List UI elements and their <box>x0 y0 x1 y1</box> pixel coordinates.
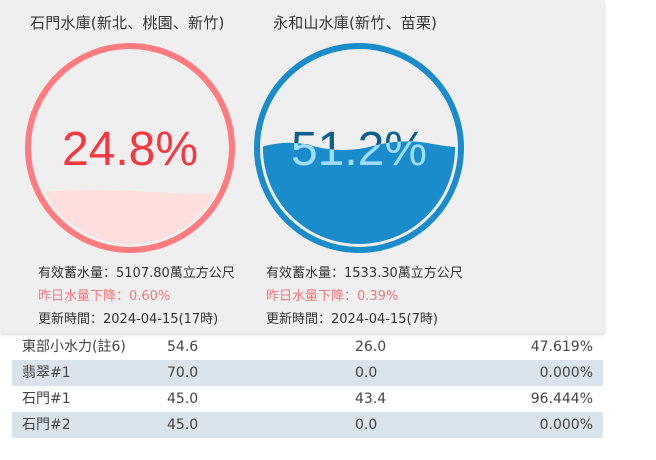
cell-name: 石門#2 <box>22 417 71 433</box>
cell-ratio: 0.000% <box>539 417 593 433</box>
cell-capacity: 45.0 <box>167 391 199 407</box>
table-row: 東部小水力(註6) 54.6 26.0 47.619% <box>12 334 603 360</box>
percent-text: 24.8% <box>62 123 198 176</box>
cell-ratio: 47.619% <box>530 339 593 355</box>
gauge-shimen: 24.8% <box>24 42 236 254</box>
reservoir-title-yonghe: 永和山水庫(新竹、苗栗) <box>273 14 438 32</box>
cell-output: 0.0 <box>355 365 378 381</box>
storage-text: 有效蓄水量：5107.80萬立方公尺 <box>38 266 235 281</box>
reservoir-panel: 石門水庫(新北、桃園、新竹) 24.8% 有效蓄水量：5107.80萬立方公尺 … <box>0 0 605 333</box>
gauge-ring <box>25 43 235 253</box>
info-shimen: 有效蓄水量：5107.80萬立方公尺 昨日水量下降：0.60% 更新時間：202… <box>38 262 235 331</box>
cell-output: 0.0 <box>355 417 378 433</box>
power-table: 東部小水力(註6) 54.6 26.0 47.619% 翡翠#1 70.0 0.… <box>12 334 603 450</box>
cell-capacity: 54.6 <box>167 339 199 355</box>
table-row: 石門#1 45.0 43.4 96.444% <box>12 386 603 412</box>
cell-output: 43.4 <box>355 391 387 407</box>
cell-name: 翡翠#1 <box>22 365 71 381</box>
table-row-partial <box>12 438 603 450</box>
change-text: 昨日水量下降：0.39% <box>266 289 399 304</box>
updated-text: 更新時間：2024-04-15(7時) <box>266 312 438 327</box>
info-yonghe: 有效蓄水量：1533.30萬立方公尺 昨日水量下降：0.39% 更新時間：202… <box>266 262 463 331</box>
updated-text: 更新時間：2024-04-15(17時) <box>38 312 219 327</box>
cell-ratio: 96.444% <box>530 391 593 407</box>
cell-name: 東部小水力(註6) <box>22 339 126 355</box>
gauge-ring <box>254 43 464 253</box>
storage-text: 有效蓄水量：1533.30萬立方公尺 <box>266 266 463 281</box>
cell-name: 石門#1 <box>22 391 71 407</box>
cell-output: 26.0 <box>355 339 387 355</box>
cell-capacity: 45.0 <box>167 417 199 433</box>
cell-capacity: 70.0 <box>167 365 199 381</box>
reservoir-title-shimen: 石門水庫(新北、桃園、新竹) <box>30 14 225 32</box>
cell-ratio: 0.000% <box>539 365 593 381</box>
change-text: 昨日水量下降：0.60% <box>38 289 171 304</box>
gauge-yonghe: 51.2% 51.2% <box>253 42 465 254</box>
table-row: 翡翠#1 70.0 0.0 0.000% <box>12 360 603 387</box>
table-row: 石門#2 45.0 0.0 0.000% <box>12 412 603 439</box>
